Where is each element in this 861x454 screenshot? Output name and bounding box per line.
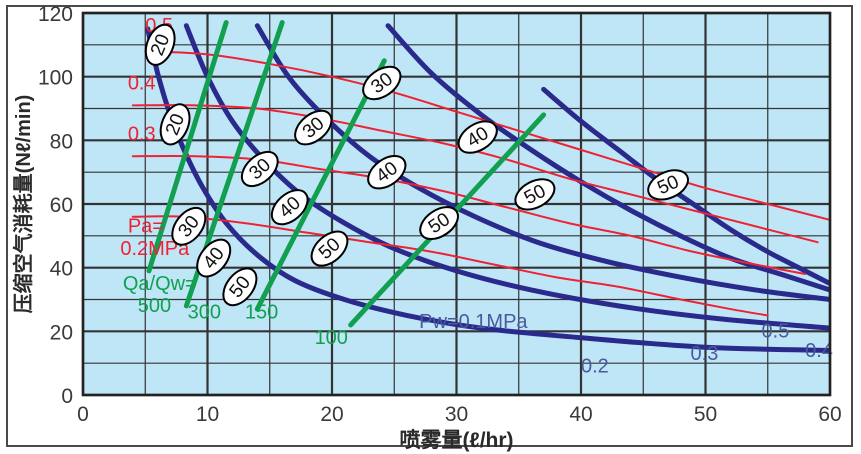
y-tick-label: 20 [50, 321, 73, 344]
x-tick-label: 40 [569, 403, 592, 426]
badge-ellipse [310, 230, 349, 267]
x-tick-label: 20 [320, 403, 343, 426]
curve-badge: 30 [362, 65, 402, 101]
badge-ellipse [294, 109, 333, 146]
x-tick-label: 60 [818, 403, 841, 426]
annotation-02: 0.2 [581, 356, 609, 378]
annotation-04: 0.4 [128, 72, 156, 94]
annotation-500: 500 [138, 295, 171, 317]
annotation-100: 100 [315, 327, 348, 349]
curve-badge: 50 [514, 178, 556, 211]
annotation-300: 300 [188, 302, 221, 324]
curve-pa-0.4 [131, 104, 819, 244]
curve-pw-0.1 [541, 86, 830, 287]
annotation-05: 0.5 [762, 321, 790, 343]
curve-pw-0.2 [385, 23, 830, 293]
badge-ellipse [514, 178, 556, 211]
badge-ellipse [222, 267, 258, 307]
curve-badge: 20 [144, 23, 176, 66]
line-qaqw-150 [254, 58, 387, 312]
y-axis-label: 压缩空气消耗量(Nℓ/min) [11, 95, 35, 314]
curve-pw-0.4 [183, 23, 830, 331]
annotation-qaqw: Qa/Qw= [123, 273, 197, 295]
curve-pa-0.2 [131, 215, 769, 317]
y-tick-label: 80 [50, 130, 73, 153]
line-qaqw-500 [146, 20, 229, 274]
plot-border [81, 11, 832, 397]
annotation-03: 0.3 [691, 343, 719, 365]
curve-badge: 30 [240, 150, 279, 188]
y-tick-label: 60 [50, 194, 73, 217]
curve-badge: 20 [159, 103, 191, 146]
y-tick-label: 40 [50, 258, 73, 281]
curve-badge: 50 [647, 169, 689, 201]
annotation-pa: Pa= [128, 216, 164, 238]
x-tick-label: 10 [196, 403, 219, 426]
badge-ellipse [419, 206, 459, 241]
x-tick-label: 0 [77, 403, 89, 426]
annotation-150: 150 [245, 302, 278, 324]
annotation-pw01mpa: Pw=0.1MPa [419, 311, 528, 333]
curve-badge: 50 [222, 267, 258, 307]
curve-badge: 40 [270, 189, 309, 226]
badge-ellipse [159, 103, 191, 146]
y-tick-label: 100 [38, 67, 73, 90]
badge-ellipse [171, 206, 207, 246]
axis-layer: 0 10 20 30 40 50 60020406080100120喷雾量(ℓ/hr)压缩空… [11, 3, 842, 452]
curve-badge: 30 [294, 109, 333, 146]
x-tick-label: 50 [694, 403, 717, 426]
curve-badge: 30 [171, 206, 207, 246]
y-tick-label: 120 [38, 3, 73, 26]
annotation-layer: 0.5 0.4 0.3 Pa=0.2MPa Qa/Qw=500 300 150 100 Pw=0… [120, 15, 833, 378]
annotation-04: 0.4 [805, 340, 833, 362]
y-tick-label: 0 [61, 385, 73, 408]
badge-ellipse [457, 120, 498, 154]
badge-ellipse [367, 154, 407, 190]
badge-ellipse [240, 150, 279, 188]
badge-ellipse [196, 238, 232, 278]
badge-ellipse [144, 23, 176, 66]
curve-badge: 40 [457, 120, 498, 154]
badge-ellipse [647, 169, 689, 201]
annotation-02mpa: 0.2MPa [120, 238, 190, 260]
badge-ellipse [362, 65, 402, 101]
x-axis-label: 喷雾量(ℓ/hr) [399, 429, 513, 452]
x-tick-label: 30 [445, 403, 468, 426]
badge-ellipse [270, 189, 309, 226]
annotation-03: 0.3 [128, 123, 156, 145]
